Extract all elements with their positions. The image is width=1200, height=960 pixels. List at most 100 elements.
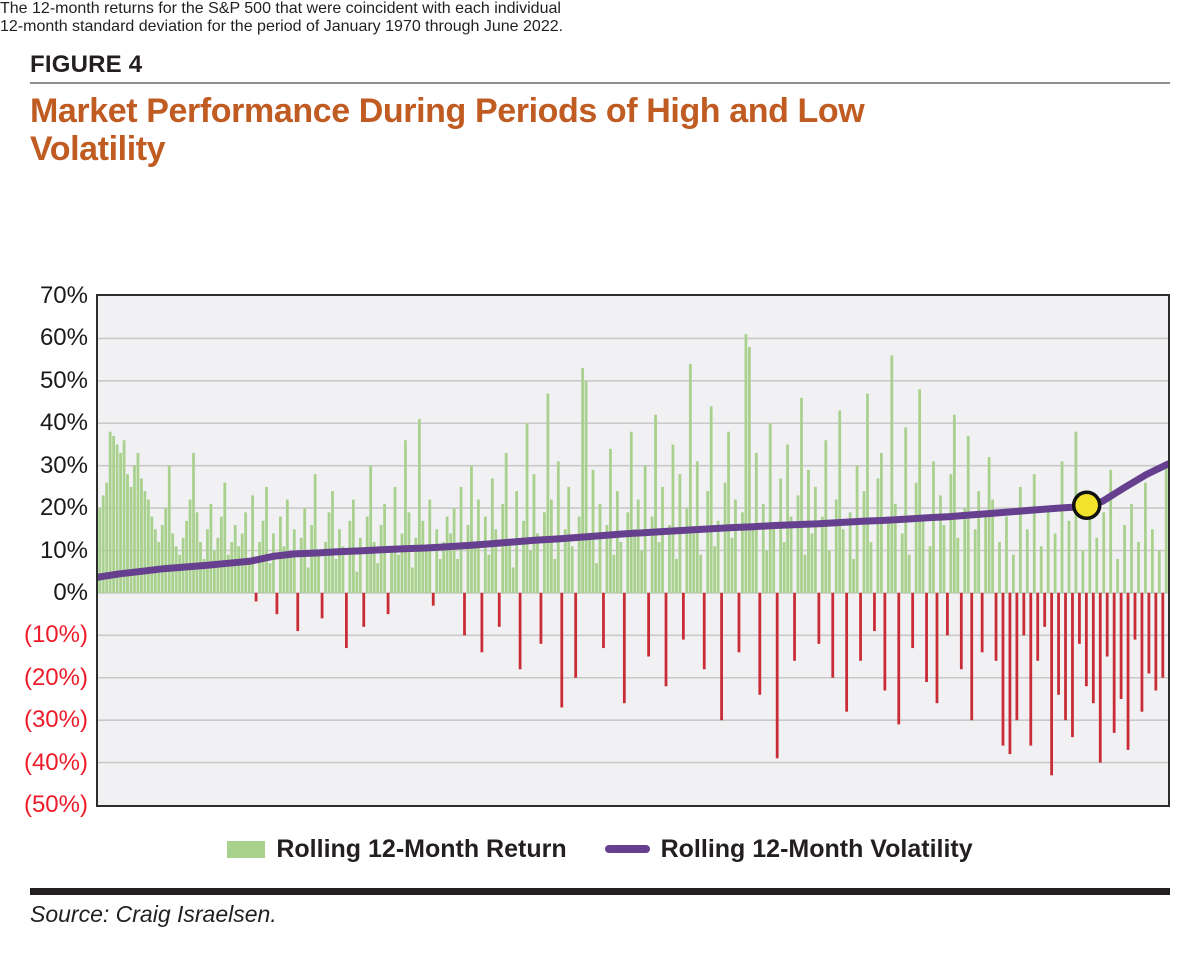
return-bar (1164, 465, 1168, 593)
return-bar (449, 533, 452, 593)
return-bar (1130, 503, 1133, 593)
return-bar (452, 508, 456, 593)
return-bar (400, 533, 404, 593)
return-bar (668, 525, 671, 593)
return-bar (459, 486, 463, 593)
return-bar (859, 592, 862, 661)
return-bar (258, 542, 261, 593)
return-bar (848, 512, 852, 593)
return-bar (716, 520, 720, 593)
return-bar (692, 533, 696, 593)
return-bar (209, 503, 213, 593)
return-bar (706, 491, 710, 593)
return-bar (1071, 592, 1074, 738)
return-bar (1109, 469, 1113, 593)
return-bar (171, 533, 175, 593)
return-bar (980, 592, 984, 653)
return-bar (404, 440, 407, 593)
header-rule (30, 82, 1170, 84)
return-bar (1144, 482, 1147, 593)
return-bar (411, 567, 414, 593)
return-bar (751, 529, 755, 593)
return-bar (251, 495, 254, 593)
return-bar (341, 546, 345, 593)
y-tick-label: (30%) (23, 706, 88, 734)
return-bar (508, 542, 512, 593)
chart-canvas (98, 334, 1168, 776)
return-bar (720, 592, 723, 721)
return-bar (1126, 592, 1130, 750)
return-bar (1029, 592, 1033, 746)
return-bar (741, 512, 744, 593)
return-bar (664, 592, 668, 687)
return-bar (414, 537, 418, 593)
return-bar (949, 474, 953, 593)
return-bar (654, 414, 657, 593)
return-bar (904, 427, 908, 593)
return-bar (1102, 512, 1106, 593)
return-bar (324, 542, 327, 593)
return-bar (702, 592, 706, 670)
return-bar (192, 452, 195, 593)
return-bar (838, 410, 842, 593)
return-bar (605, 525, 609, 593)
return-bar (1119, 592, 1123, 699)
return-bar (584, 380, 588, 593)
return-bar (657, 542, 661, 593)
return-bar (650, 516, 654, 593)
return-bar (164, 508, 168, 593)
return-bar (963, 508, 967, 593)
return-bar (153, 529, 157, 593)
return-bar (160, 525, 164, 593)
return-bar (622, 592, 626, 704)
return-bar (661, 486, 664, 593)
figure-title-line-1: Market Performance During Periods of Hig… (30, 92, 865, 130)
return-bar (490, 478, 494, 593)
figure-label: FIGURE 4 (30, 51, 143, 78)
source-note: Source: Craig Israelsen. (30, 901, 277, 927)
return-bar (1012, 554, 1015, 593)
return-bar (379, 525, 383, 593)
return-bar (178, 554, 182, 593)
return-bar (393, 486, 397, 593)
return-bar (334, 558, 338, 593)
return-legend-label: Rolling 12-Month Return (276, 834, 567, 863)
return-bar (747, 346, 751, 593)
return-bar (1022, 592, 1026, 636)
return-bar (195, 512, 199, 593)
return-bar (348, 520, 352, 593)
return-bar (129, 486, 133, 593)
return-bar (713, 546, 717, 593)
return-bar (473, 546, 477, 593)
return-bar (1150, 529, 1154, 593)
return-bar (577, 516, 581, 593)
return-bar (435, 529, 439, 593)
return-bar (994, 592, 998, 661)
return-bar (501, 503, 505, 593)
return-bar (1147, 592, 1151, 674)
return-bar (761, 503, 765, 593)
return-bar (1057, 592, 1060, 695)
return-bar (244, 512, 248, 593)
return-bar (932, 461, 935, 593)
return-bar (98, 508, 102, 593)
return-bar (734, 499, 737, 593)
y-tick-label: (40%) (23, 748, 88, 776)
return-bar (685, 508, 689, 593)
return-bar (386, 592, 390, 615)
return-bar (727, 431, 730, 593)
return-bar (497, 592, 501, 627)
return-bar (772, 525, 776, 593)
return-bar (1098, 592, 1102, 763)
return-bar (956, 537, 960, 593)
return-bar (834, 499, 838, 593)
return-bar (789, 516, 793, 593)
return-bar (942, 525, 946, 593)
return-bar (313, 474, 317, 593)
return-bar (973, 529, 977, 593)
return-bar (814, 486, 817, 593)
y-tick-label: 60% (39, 324, 88, 352)
return-bar (744, 334, 748, 593)
return-bar (911, 592, 915, 649)
return-bar (647, 592, 651, 657)
